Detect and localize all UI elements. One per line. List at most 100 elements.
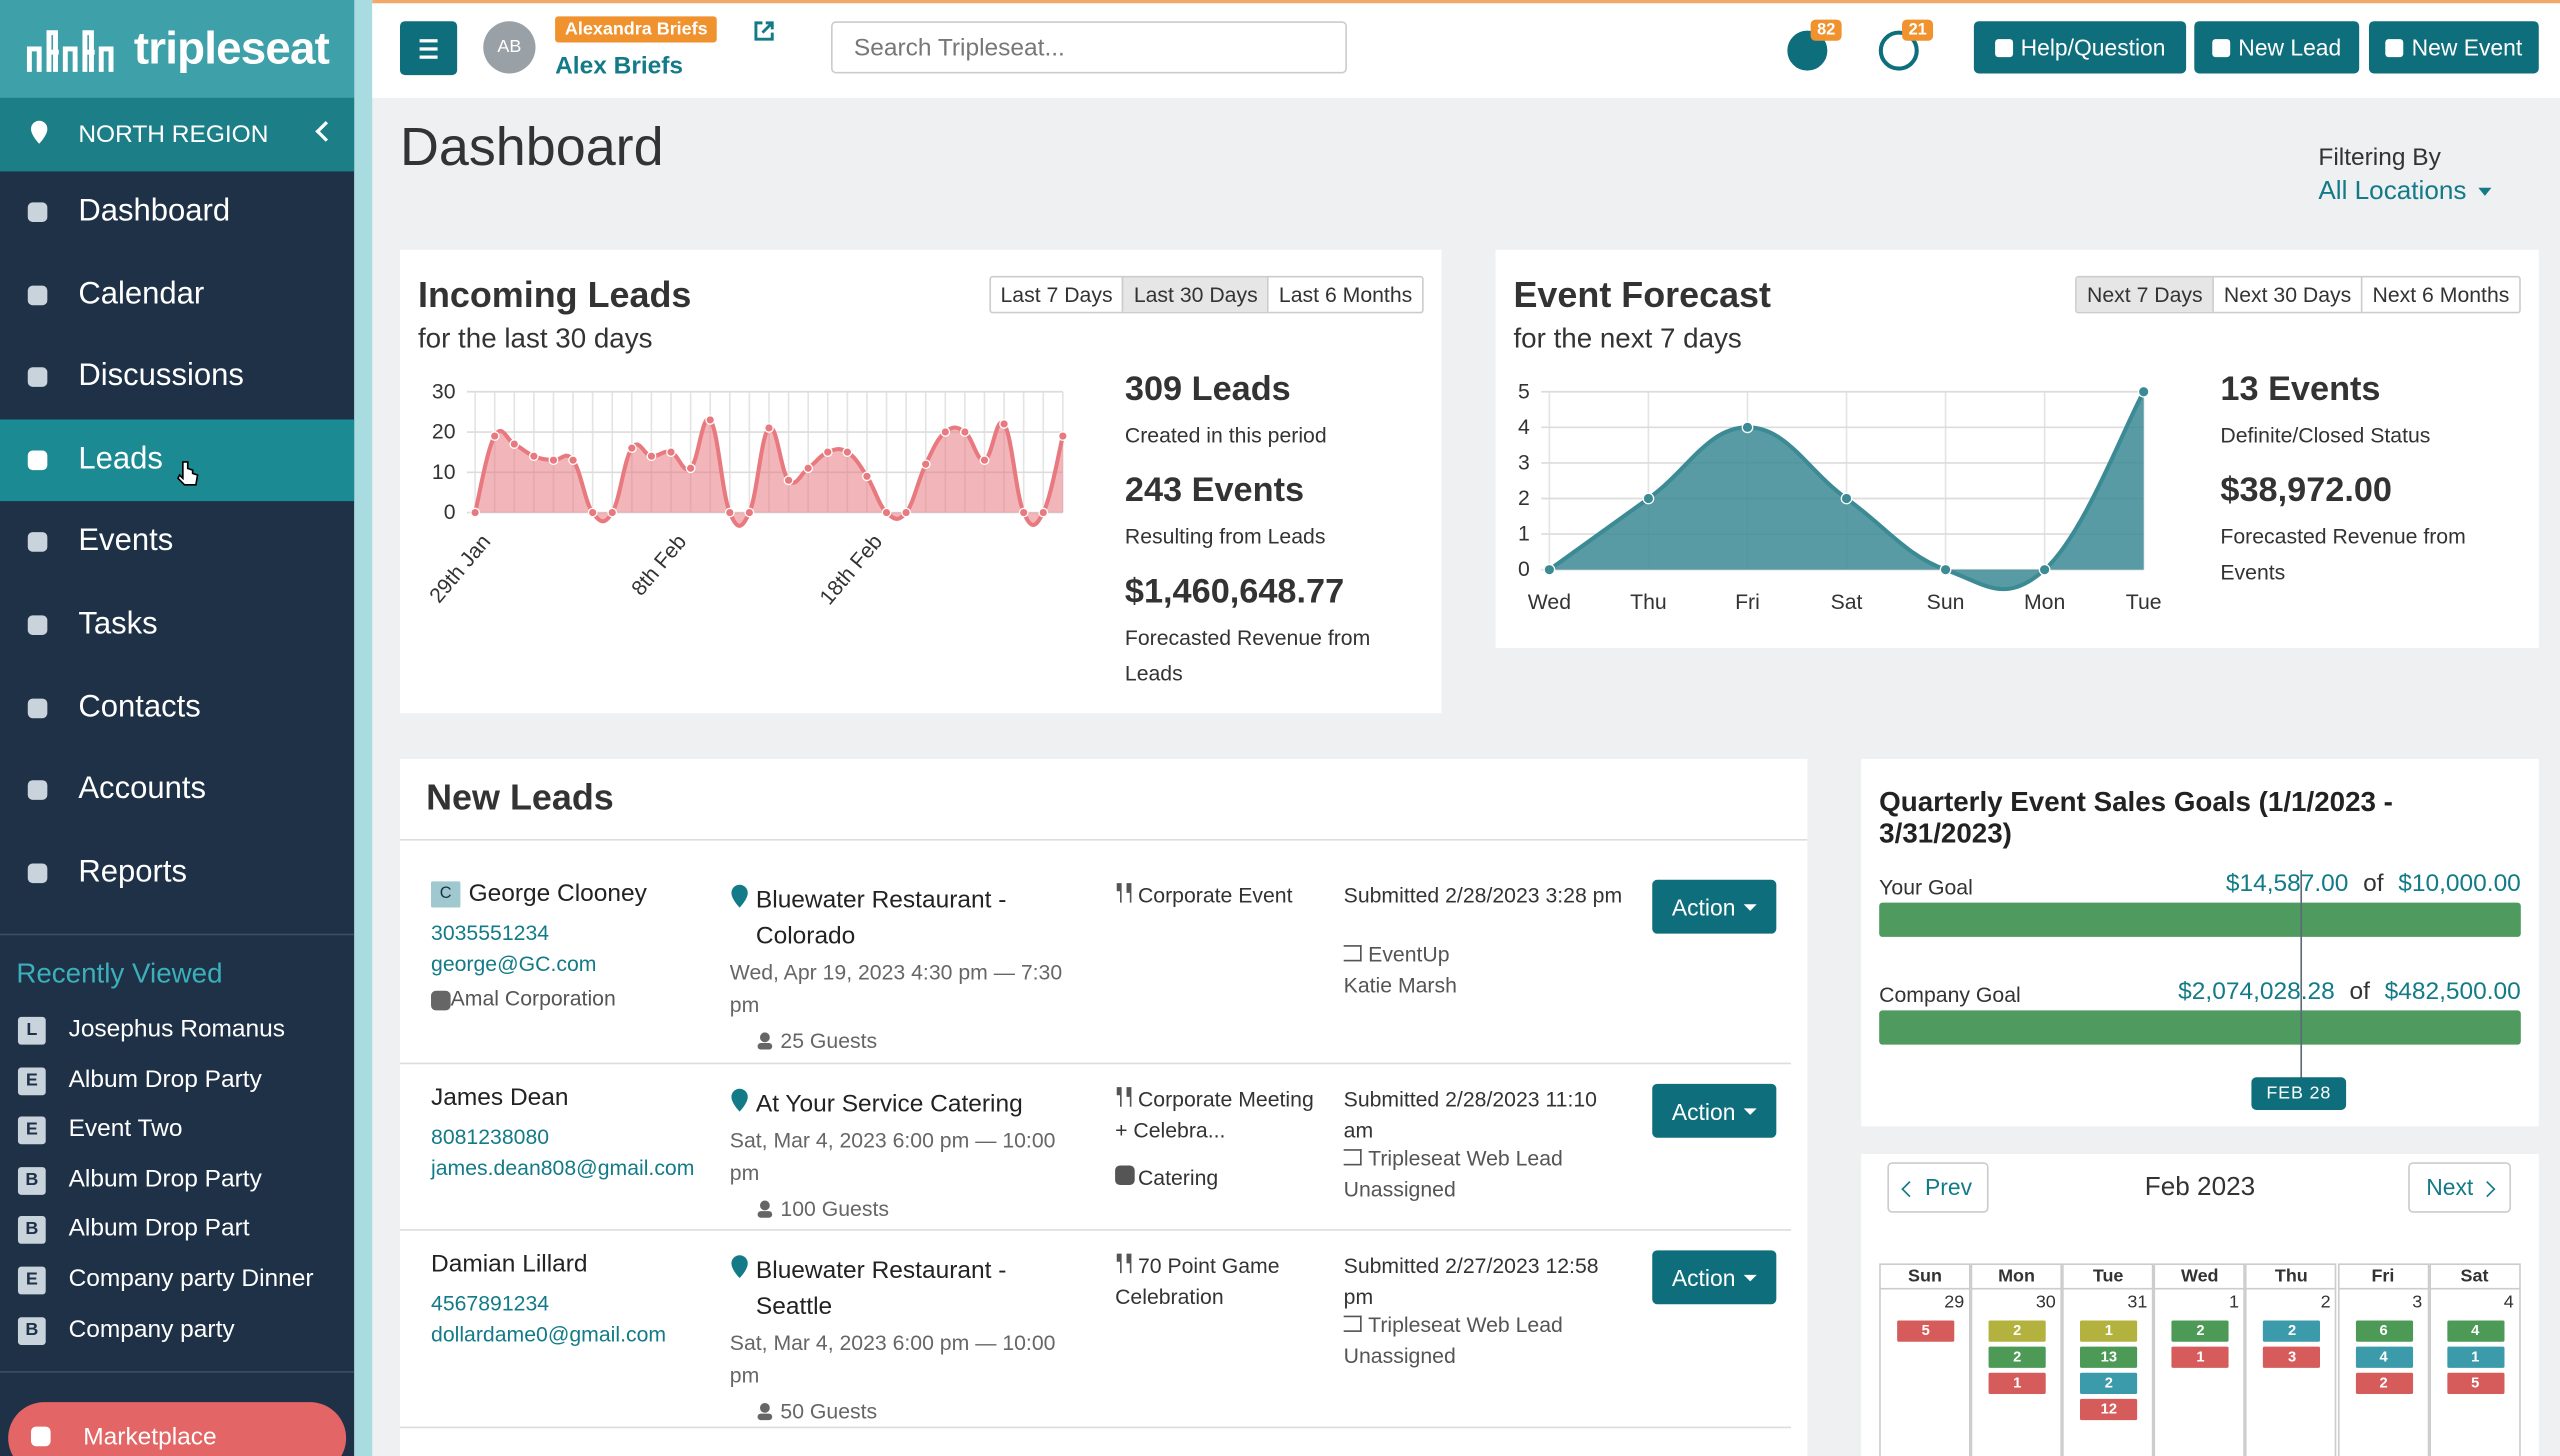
lead-email[interactable]: james.dean808@gmail.com	[431, 1155, 695, 1181]
recent-item[interactable]: E Company party Dinner	[0, 1262, 354, 1308]
point	[2038, 563, 2051, 576]
nav-item[interactable]: Events	[0, 502, 354, 584]
lead-phone[interactable]: 4567891234	[431, 1291, 550, 1316]
top-button[interactable]: New Event	[2368, 21, 2539, 74]
icon-shape	[27, 367, 48, 388]
day-cell[interactable]: 29 5	[1879, 1289, 1971, 1456]
top-button-label: New Lead	[2238, 34, 2342, 61]
nav-item[interactable]: Calendar	[0, 254, 354, 336]
icon-shape	[2212, 38, 2231, 57]
event-type: Catering	[1137, 1165, 1219, 1190]
event-count-badge: 5	[2446, 1372, 2504, 1394]
nav-item[interactable]: Dashboard	[0, 171, 354, 253]
top-button[interactable]: New Lead	[2194, 21, 2360, 74]
recent-item[interactable]: E Event Two	[0, 1112, 354, 1158]
point	[999, 419, 1009, 429]
source-arrow	[1343, 1315, 1362, 1332]
filter-dropdown[interactable]: All Locations	[2318, 178, 2491, 207]
recent-item[interactable]: L Josephus Romanus	[0, 1012, 354, 1058]
point	[1038, 507, 1049, 518]
nav-item[interactable]: Accounts	[0, 750, 354, 832]
day-cell[interactable]: 30 2 2 1	[1970, 1289, 2063, 1456]
point	[1018, 507, 1029, 518]
day-cell[interactable]: 3 6 4 2	[2337, 1289, 2429, 1456]
card-subtitle: for the next 7 days	[1513, 323, 1742, 355]
lead-email[interactable]: dollardame0@gmail.com	[431, 1322, 667, 1347]
messages-icon[interactable]: 21	[1878, 19, 1934, 71]
region-bar[interactable]: NORTH REGION	[0, 97, 355, 172]
event-count-badge: 2	[1988, 1320, 2046, 1342]
lead-row: C George Clooney 3035551234 george@GC.com Am…	[399, 860, 1792, 1065]
lead-date: Wed, Apr 19, 2023 4:30 pm — 7:30 pm	[729, 959, 1063, 1017]
day-number: 1	[2229, 1292, 2240, 1313]
goal-target: $482,500.00	[2384, 977, 2521, 1006]
recent-item[interactable]: E Album Drop Party	[0, 1062, 354, 1108]
nav-item[interactable]: Reports	[0, 832, 354, 914]
submitted: Submitted 2/28/2023 11:10 am	[1343, 1087, 1597, 1143]
lead-phone[interactable]: 8081238080	[431, 1124, 550, 1150]
notifications-icon[interactable]: 82	[1787, 19, 1842, 71]
icon-shape	[757, 1413, 773, 1421]
nav-item[interactable]: Discussions	[0, 337, 354, 419]
marketplace-button[interactable]: Marketplace	[8, 1402, 347, 1456]
stat-value: 309 Leads	[1124, 370, 1291, 409]
card-divider	[399, 838, 1808, 841]
icon-shape	[27, 780, 48, 801]
nav-item[interactable]: Contacts	[0, 667, 354, 749]
dropdown-caret	[1743, 1107, 1757, 1115]
day-cell[interactable]: 2 2 3	[2245, 1289, 2338, 1456]
guest-line: 100 Guests	[756, 1196, 1083, 1221]
day-cell[interactable]: 4 4 1 5	[2428, 1289, 2521, 1456]
x-tick-label: 18th Feb	[816, 530, 887, 609]
goal-amounts: $14,587.00 of $10,000.00	[2226, 870, 2521, 898]
recent-label: Company party	[68, 1314, 235, 1343]
event-count-badge: 2	[2171, 1320, 2230, 1342]
icon-shape	[1116, 883, 1132, 903]
recent-item[interactable]: B Company party	[0, 1312, 354, 1358]
range-button[interactable]: Last 7 Days	[1000, 282, 1113, 307]
logo-shape	[26, 30, 114, 72]
recent-badge: E	[17, 1066, 46, 1095]
nav-label: Leads	[78, 442, 163, 477]
search-box[interactable]: Search Tripleseat...	[831, 21, 1347, 74]
lead-phone[interactable]: 3035551234	[431, 920, 550, 946]
recent-item[interactable]: B Album Drop Party	[0, 1162, 354, 1208]
point	[783, 475, 794, 486]
range-button[interactable]: Last 30 Days	[1122, 277, 1268, 312]
prev-button[interactable]: Prev	[1887, 1162, 1989, 1213]
icon-shape	[2385, 38, 2404, 57]
nav-item[interactable]: Leads	[0, 419, 355, 501]
top-button-label: Help/Question	[2020, 34, 2166, 61]
range-button[interactable]: Next 7 Days	[2077, 277, 2213, 312]
recent-item[interactable]: B Album Drop Part	[0, 1212, 354, 1258]
point	[1057, 431, 1068, 441]
icon-shape	[1115, 1165, 1135, 1186]
y-tick-label: 0	[444, 501, 456, 524]
action-button[interactable]: Action	[1652, 1250, 1777, 1305]
menu-button[interactable]	[399, 21, 458, 76]
icon	[431, 990, 451, 1011]
action-button[interactable]: Action	[1652, 879, 1777, 934]
day-cell[interactable]: 31 1 13 2 12	[2062, 1289, 2154, 1456]
range-button[interactable]: Last 6 Months	[1267, 277, 1422, 312]
range-button[interactable]: Next 30 Days	[2212, 277, 2361, 312]
event-type: Corporate Event	[1137, 883, 1293, 908]
menu-bar	[419, 39, 438, 43]
guest-line: 50 Guests	[756, 1399, 1083, 1423]
cursor-shape	[176, 461, 199, 486]
top-button[interactable]: Help/Question	[1973, 21, 2187, 74]
day-cell[interactable]: 1 2 1	[2153, 1289, 2246, 1456]
card-title: New Leads	[426, 776, 614, 818]
next-button[interactable]: Next	[2408, 1162, 2512, 1213]
recent-label: Josephus Romanus	[68, 1015, 286, 1044]
card-subtitle: for the last 30 days	[417, 323, 653, 355]
nav-item[interactable]: Tasks	[0, 584, 354, 666]
range-button[interactable]: Next 6 Months	[2361, 277, 2519, 312]
weekday-header: Thu	[2245, 1263, 2338, 1290]
point	[685, 463, 696, 474]
lead-email[interactable]: george@GC.com	[431, 951, 597, 977]
icon-shape	[27, 697, 48, 718]
x-tick-label: Sat	[1831, 591, 1863, 614]
action-button[interactable]: Action	[1652, 1083, 1777, 1138]
icon-shape	[731, 884, 748, 908]
